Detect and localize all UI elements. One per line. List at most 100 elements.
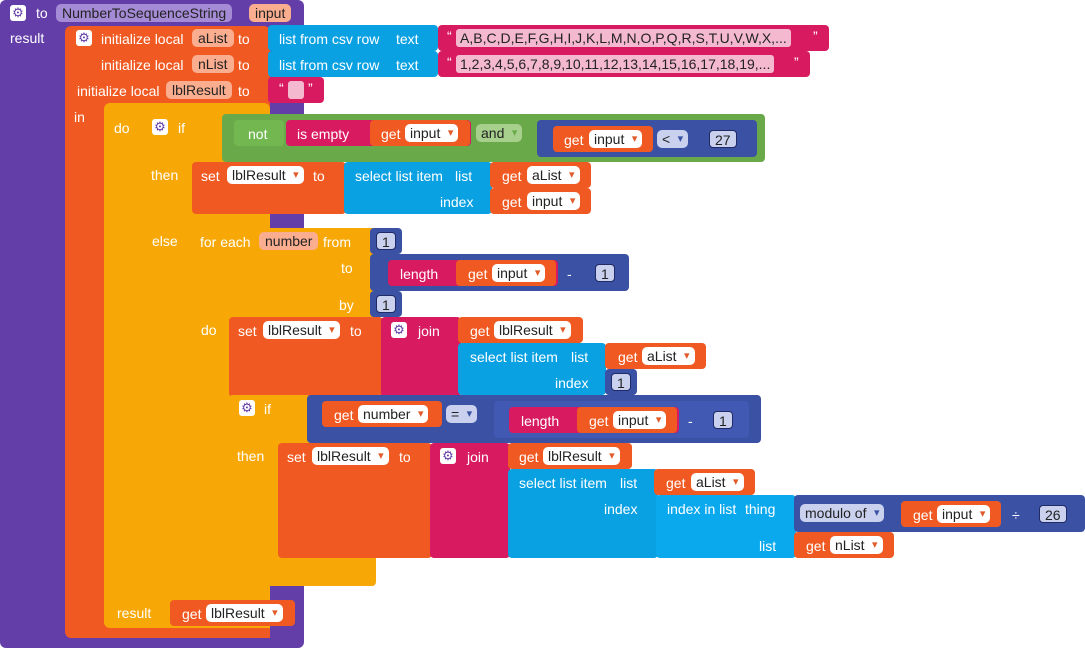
minus-op: - — [688, 413, 693, 429]
list-label: list — [759, 538, 777, 554]
get-label: get — [334, 407, 354, 423]
get-label: get — [913, 507, 933, 523]
set-label: set — [201, 168, 220, 184]
get-label: get — [564, 132, 584, 148]
get-label: get — [468, 266, 488, 282]
var-dropdown[interactable]: input — [527, 192, 581, 210]
get-label: get — [381, 126, 401, 142]
index-label: index — [440, 194, 474, 210]
set-var-dropdown[interactable]: lblResult — [263, 321, 340, 339]
get-label: get — [806, 538, 826, 554]
select-list-item-block[interactable] — [344, 162, 492, 214]
var-dropdown[interactable]: number — [358, 405, 429, 423]
open-quote-icon: “ — [279, 80, 284, 96]
var-dropdown[interactable]: aList — [527, 166, 580, 184]
csv-text-label: text — [396, 57, 419, 73]
csv-row-block-1[interactable] — [268, 25, 438, 51]
var-name-nlist[interactable]: nList — [192, 55, 234, 73]
empty-string-value[interactable] — [288, 81, 304, 99]
alist-csv-value[interactable]: A,B,C,D,E,F,G,H,I,J,K,L,M,N,O,P,Q,R,S,T,… — [456, 29, 791, 47]
index-in-list-block[interactable] — [656, 495, 796, 558]
init-gear-icon[interactable]: ⚙ — [76, 30, 92, 46]
loop-var-number[interactable]: number — [259, 232, 319, 250]
length-label: length — [400, 266, 439, 282]
var-dropdown[interactable]: nList — [830, 536, 883, 554]
inner-if-gear-icon[interactable]: ⚙ — [239, 400, 255, 416]
csv-row-label: list from csv row — [279, 57, 380, 73]
length-label: length — [521, 413, 560, 429]
var-dropdown[interactable]: input — [405, 124, 459, 142]
to-kw-label: to — [341, 260, 353, 276]
initialize-local-label: initialize local — [101, 57, 184, 73]
for-each-label: for each — [200, 234, 251, 250]
div-op: ÷ — [1012, 507, 1020, 523]
csv-row-block-2[interactable] — [268, 51, 438, 77]
csv-row-label: list from csv row — [279, 31, 380, 47]
number-one[interactable]: 1 — [713, 411, 733, 429]
open-quote-icon: “ — [447, 54, 452, 70]
var-dropdown[interactable]: lblResult — [543, 447, 620, 465]
var-dropdown[interactable]: aList — [642, 347, 695, 365]
var-dropdown[interactable]: lblResult — [494, 321, 571, 339]
in-label: in — [74, 109, 85, 125]
var-dropdown[interactable]: input — [589, 130, 643, 148]
number-27[interactable]: 27 — [709, 130, 737, 148]
var-name-lblresult[interactable]: lblResult — [166, 81, 232, 99]
var-dropdown[interactable]: input — [937, 505, 991, 523]
do-result-label: result — [117, 605, 152, 621]
set-var-dropdown[interactable]: lblResult — [312, 447, 389, 465]
minus-op: - — [567, 266, 572, 282]
close-quote-icon: ” — [813, 28, 818, 44]
join-gear-icon[interactable]: ⚙ — [391, 322, 407, 338]
modulo-dropdown[interactable]: modulo of — [800, 504, 885, 522]
if-gear-icon[interactable]: ⚙ — [152, 119, 168, 135]
close-quote-icon: ” — [308, 80, 313, 96]
and-dropdown[interactable]: and — [476, 124, 523, 142]
get-label: get — [502, 168, 522, 184]
select-list-item-block-2[interactable] — [508, 469, 658, 558]
else-label: else — [152, 233, 178, 249]
nlist-csv-value[interactable]: 1,2,3,4,5,6,7,8,9,10,11,12,13,14,15,16,1… — [456, 55, 775, 73]
mutator-gear-icon[interactable]: ⚙ — [10, 5, 26, 21]
open-quote-icon: “ — [447, 28, 452, 44]
join-gear-icon[interactable]: ⚙ — [440, 448, 456, 464]
join-label: join — [418, 323, 440, 339]
set-to-label: to — [399, 449, 411, 465]
set-label: set — [287, 449, 306, 465]
number-by[interactable]: 1 — [376, 295, 396, 313]
set-var-dropdown[interactable]: lblResult — [227, 166, 304, 184]
index-label: index — [604, 501, 638, 517]
init-to-label: to — [238, 83, 250, 99]
select-list-item-label: select list item — [470, 349, 558, 365]
eq-op-dropdown[interactable]: = — [446, 405, 478, 423]
var-dropdown[interactable]: lblResult — [206, 604, 283, 622]
if-label: if — [264, 401, 271, 417]
initialize-local-label: initialize local — [77, 83, 160, 99]
var-dropdown[interactable]: input — [492, 264, 546, 282]
get-label: get — [519, 449, 539, 465]
var-dropdown[interactable]: aList — [691, 473, 744, 491]
list-label: list — [455, 168, 473, 184]
param-input[interactable]: input — [249, 4, 292, 22]
number-one[interactable]: 1 — [595, 264, 615, 282]
compare-op-dropdown[interactable]: < — [657, 130, 689, 148]
number-index-one[interactable]: 1 — [611, 373, 631, 391]
select-list-item-block[interactable] — [458, 343, 606, 395]
number-from[interactable]: 1 — [376, 232, 396, 250]
to-label: to — [36, 5, 48, 21]
then-label: then — [237, 448, 265, 464]
result-label: result — [10, 30, 45, 46]
get-label: get — [666, 475, 686, 491]
not-block[interactable] — [234, 120, 284, 146]
then-label: then — [151, 167, 179, 183]
var-dropdown[interactable]: input — [613, 411, 667, 429]
index-in-list-label: index in list — [667, 501, 737, 517]
not-label: not — [248, 126, 268, 142]
close-quote-icon: ” — [794, 54, 799, 70]
number-26[interactable]: 26 — [1039, 505, 1067, 523]
var-name-alist[interactable]: aList — [192, 29, 234, 47]
init-to-label: to — [238, 57, 250, 73]
init-to-label: to — [238, 31, 250, 47]
loop-do-label: do — [201, 322, 217, 338]
procedure-name-field[interactable]: NumberToSequenceString — [56, 4, 233, 22]
